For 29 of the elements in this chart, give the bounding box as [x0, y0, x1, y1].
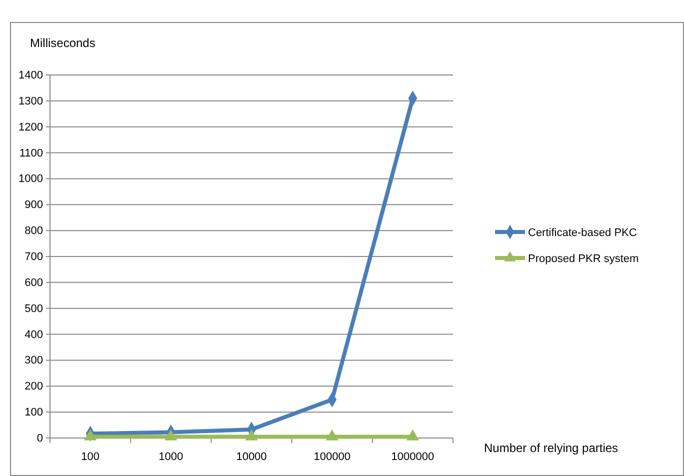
y-tick-label: 100 — [24, 406, 43, 419]
point — [84, 429, 97, 440]
y-tick-label: 600 — [24, 276, 43, 289]
y-tick-label: 1100 — [19, 147, 43, 160]
y-tick-label: 800 — [24, 225, 43, 238]
y-axis-title: Milliseconds — [30, 36, 96, 50]
point — [245, 429, 258, 440]
legend-label: Certificate-based PKC — [528, 227, 637, 239]
x-tick-label: 1000000 — [391, 450, 434, 463]
y-tick-label: 400 — [24, 328, 43, 341]
y-tick-label: 0 — [36, 432, 43, 445]
x-axis-title: Number of relying parties — [484, 441, 618, 455]
point — [406, 429, 420, 440]
x-tick-label: 1000 — [158, 450, 184, 463]
y-tick-label: 1400 — [18, 70, 43, 82]
x-tick-label: 100000 — [314, 450, 350, 463]
y-tick-label: 1200 — [18, 121, 43, 134]
y-tick-label: 1000 — [18, 173, 43, 186]
y-tick-label: 300 — [24, 354, 43, 367]
y-tick-label: 700 — [24, 251, 43, 264]
y-tick-label: 900 — [24, 199, 43, 212]
legend-label: Proposed PKR system — [528, 253, 639, 265]
x-tick-label: 100 — [81, 450, 100, 463]
y-tick-label: 200 — [24, 380, 43, 393]
y-tick-label: 1300 — [18, 95, 43, 108]
y-tick-label: 500 — [24, 302, 43, 315]
point — [164, 429, 178, 440]
point — [326, 429, 338, 440]
x-tick-label: 10000 — [236, 450, 267, 463]
